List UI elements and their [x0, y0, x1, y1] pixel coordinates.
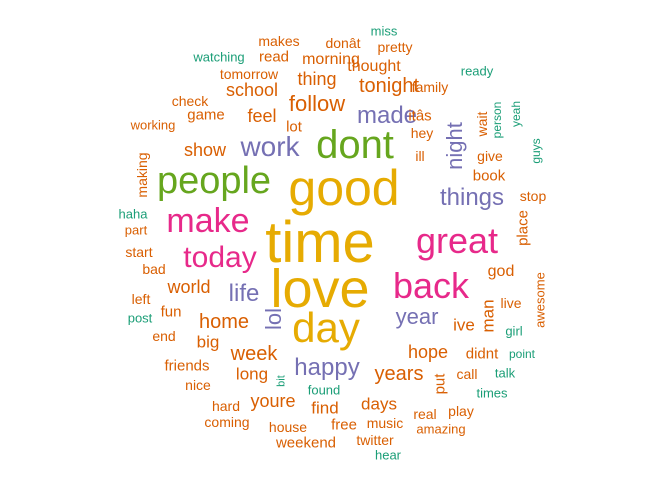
word-didnt: didnt: [465, 345, 499, 363]
word-work: work: [240, 131, 300, 162]
word-end: end: [152, 328, 176, 344]
word-world: world: [167, 277, 211, 297]
word-lol: lol: [261, 307, 286, 331]
word-pretty: pretty: [377, 39, 413, 55]
word-hear: hear: [374, 447, 402, 463]
word-years: years: [374, 363, 424, 385]
word-good: good: [288, 160, 400, 216]
word-tonight: tonight: [358, 75, 420, 97]
word-read: read: [258, 48, 290, 66]
word-makes: makes: [258, 33, 300, 49]
word-follow: follow: [288, 91, 346, 116]
word-back: back: [392, 265, 470, 306]
word-awesome: awesome: [532, 272, 548, 328]
word-start: start: [125, 244, 153, 260]
word-bad: bad: [142, 261, 166, 277]
word-wait: wait: [474, 111, 490, 137]
word-time: time: [265, 210, 375, 275]
word-week: week: [230, 343, 278, 365]
word-find: find: [311, 398, 339, 418]
word-give: give: [477, 148, 503, 164]
word-love: love: [270, 259, 370, 319]
word-post: post: [127, 310, 153, 326]
word-left: left: [131, 291, 151, 307]
word-put: put: [431, 373, 449, 395]
word-game: game: [187, 106, 225, 124]
word-family: family: [411, 79, 449, 95]
word-hard: hard: [211, 398, 241, 414]
word-coming: coming: [204, 414, 250, 430]
word-ready: ready: [460, 63, 494, 79]
word-hope: hope: [407, 342, 449, 362]
word-thing: thing: [297, 69, 337, 89]
word-stop: stop: [519, 188, 547, 204]
word-thought: thought: [347, 58, 401, 75]
word-days: days: [361, 394, 397, 414]
word-home: home: [198, 311, 250, 333]
word-watching: watching: [193, 49, 245, 65]
word-friends: friends: [164, 357, 210, 375]
word-found: found: [307, 382, 341, 398]
word-night: night: [442, 122, 467, 170]
word-happy: happy: [294, 354, 360, 381]
word-making: making: [134, 152, 150, 198]
word-long: long: [235, 364, 269, 384]
word-school: school: [225, 80, 279, 100]
word-dont_enc: donât: [325, 35, 361, 51]
word-real: real: [413, 406, 437, 422]
word-make: make: [166, 202, 250, 240]
word-made: made: [356, 102, 418, 129]
word-live: live: [500, 295, 522, 311]
word-great: great: [415, 220, 499, 261]
word-day: day: [292, 304, 360, 351]
word-its_enc: itâs: [408, 107, 432, 125]
word-big: big: [196, 332, 220, 352]
word-place: place: [514, 210, 532, 246]
word-man: man: [478, 299, 498, 333]
word-morning: morning: [302, 51, 360, 68]
word-call: call: [456, 366, 478, 382]
word-nice: nice: [185, 377, 211, 393]
word-show: show: [183, 140, 227, 160]
word-today: today: [183, 241, 257, 274]
word-people: people: [156, 160, 272, 202]
word-play: play: [448, 403, 474, 419]
word-god: god: [487, 263, 515, 280]
word-youre: youre: [250, 391, 296, 411]
word-tomorrow: tomorrow: [219, 66, 279, 82]
word-house: house: [268, 419, 308, 435]
word-weekend: weekend: [275, 434, 337, 452]
word-girl: girl: [505, 323, 523, 339]
word-working: working: [130, 117, 176, 133]
word-talk: talk: [494, 365, 516, 381]
word-check: check: [171, 93, 209, 109]
word-yeah: yeah: [509, 100, 523, 128]
word-person: person: [490, 101, 504, 139]
word-music: music: [366, 415, 404, 431]
word-times: times: [476, 385, 508, 401]
word-book: book: [472, 167, 506, 185]
word-feel: feel: [247, 106, 277, 126]
word-life: life: [228, 280, 260, 307]
word-twitter: twitter: [356, 432, 394, 448]
word-part: part: [124, 222, 148, 238]
word-haha: haha: [118, 206, 148, 222]
word-guys: guys: [529, 138, 543, 164]
word-ive: ive: [453, 315, 475, 335]
word-year: year: [395, 304, 439, 329]
word-miss: miss: [370, 23, 398, 39]
word-things: things: [439, 184, 505, 211]
word-amazing: amazing: [416, 421, 466, 437]
word-hey: hey: [410, 125, 434, 141]
word-ill: ill: [415, 148, 425, 164]
word-lot: lot: [286, 118, 302, 136]
word-free: free: [331, 416, 357, 434]
word-fun: fun: [160, 303, 182, 321]
word-point: point: [508, 347, 536, 361]
word-bit: bit: [275, 375, 288, 387]
word-dont: dont: [316, 123, 394, 167]
